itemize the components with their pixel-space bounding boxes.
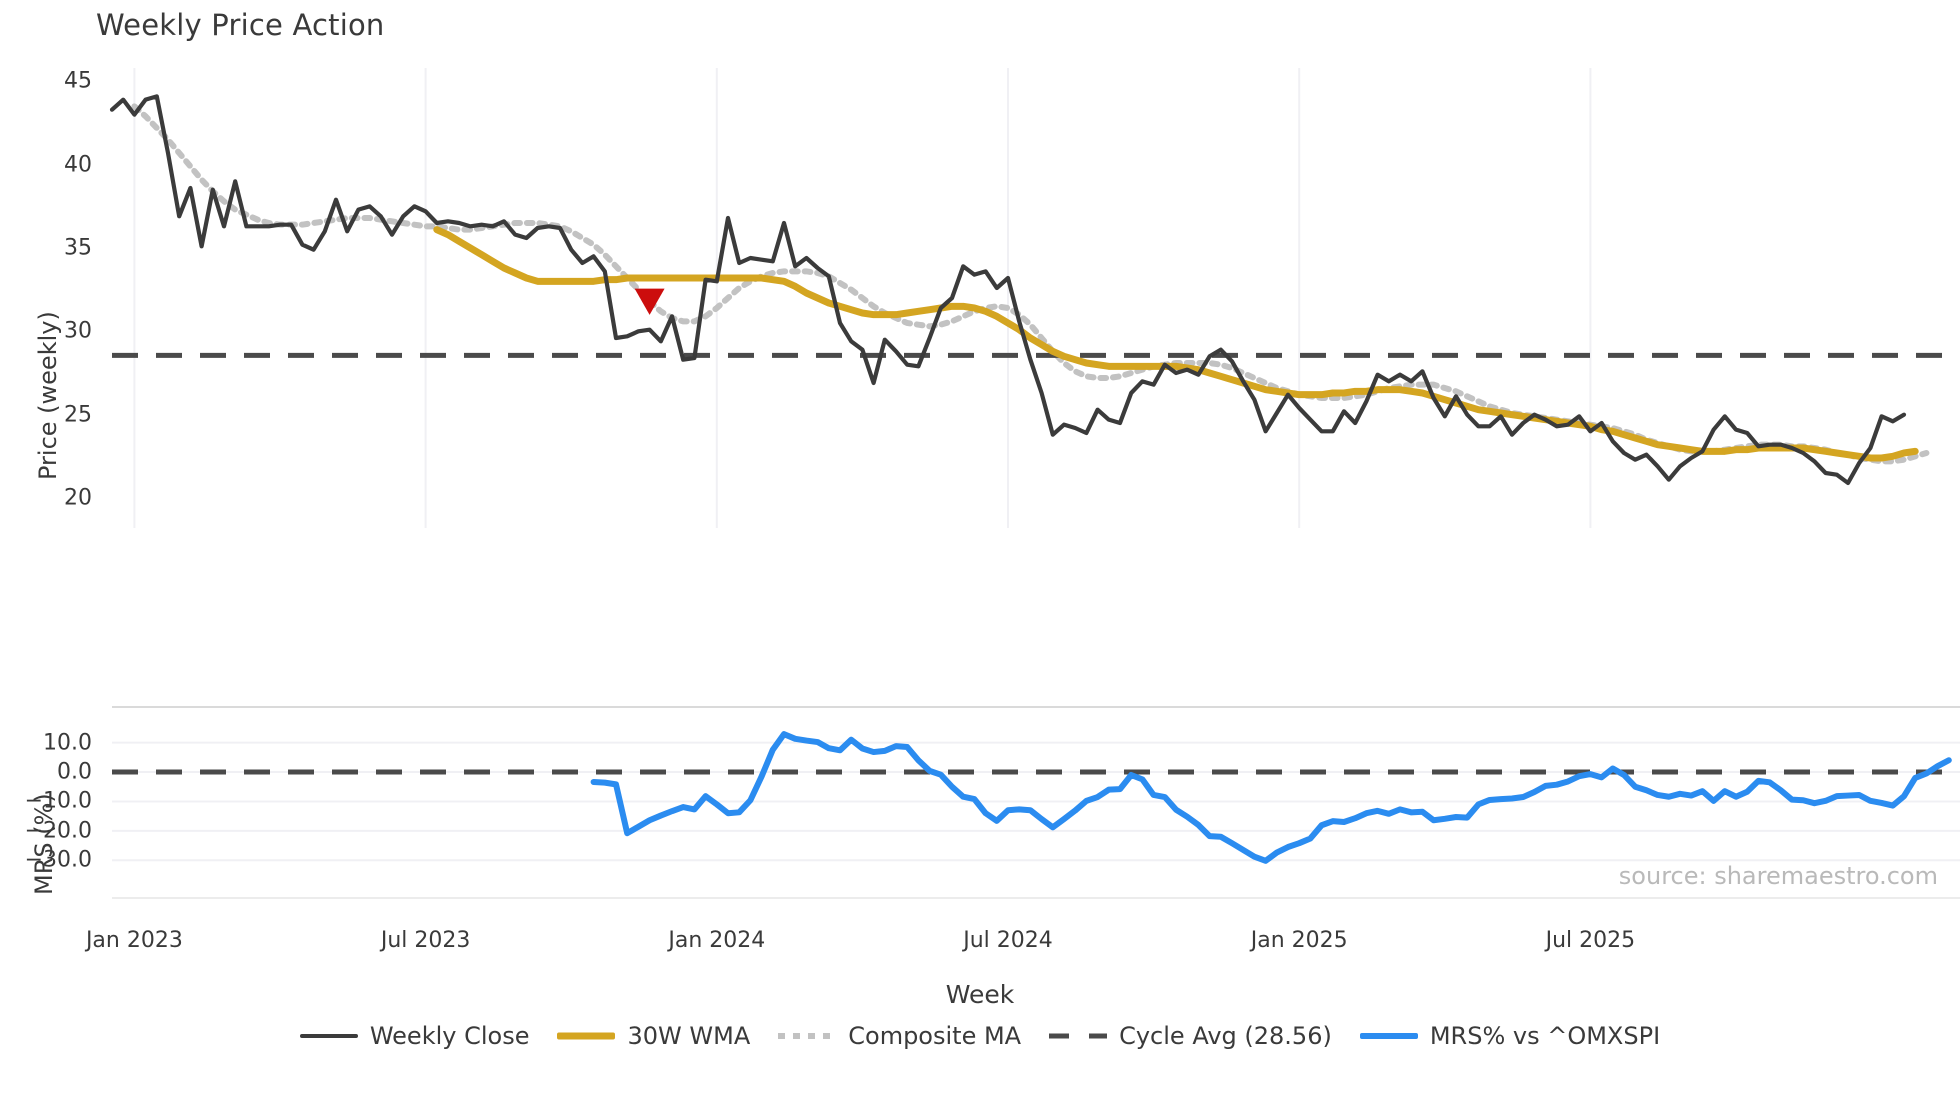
- price-y-tick: 45: [64, 68, 92, 94]
- x-axis-label: Week: [945, 980, 1015, 1009]
- legend-label: Weekly Close: [369, 1022, 530, 1050]
- series-mrs: [590, 731, 1952, 864]
- x-tick: Jul 2023: [380, 928, 471, 953]
- legend-label: 30W WMA: [627, 1022, 751, 1050]
- x-tick: Jul 2024: [963, 928, 1053, 953]
- legend-swatch-3: [778, 1026, 837, 1046]
- mrs-y-tick: 0.0: [57, 759, 92, 785]
- price-y-tick: 30: [64, 318, 92, 344]
- mrs-y-tick: −10.0: [24, 788, 92, 814]
- price-y-tick: 25: [64, 402, 92, 428]
- series-weekly-close: [109, 94, 1907, 486]
- legend-item[interactable]: Weekly Close: [299, 1022, 530, 1050]
- legend-item[interactable]: Cycle Avg (28.56): [1049, 1022, 1332, 1050]
- legend-label: Composite MA: [848, 1022, 1022, 1050]
- price-y-tick: 40: [64, 152, 92, 178]
- series-composite-ma: [131, 103, 1930, 465]
- legend-item[interactable]: 30W WMA: [557, 1022, 750, 1050]
- page-title: Weekly Price Action: [96, 8, 385, 42]
- legend-swatch-4: [1049, 1026, 1108, 1046]
- legend-label: Cycle Avg (28.56): [1119, 1022, 1332, 1050]
- sell-signal-marker: [634, 288, 665, 315]
- legend-item[interactable]: MRS% vs ^OMXSPI: [1359, 1022, 1661, 1050]
- mrs-y-tick: −30.0: [24, 847, 92, 873]
- x-tick: Jan 2025: [1250, 928, 1348, 953]
- price-y-tick: 20: [64, 485, 92, 511]
- legend-swatch-1: [299, 1026, 358, 1046]
- x-tick: Jul 2025: [1545, 928, 1636, 953]
- x-tick: Jan 2024: [668, 928, 766, 953]
- series-30w-wma: [433, 226, 1919, 462]
- legend-item[interactable]: Composite MA: [778, 1022, 1021, 1050]
- chart-legend: Weekly Close 30W WMA Composite MA Cycle Avg…: [0, 1022, 1960, 1050]
- legend-label: MRS% vs ^OMXSPI: [1429, 1022, 1661, 1050]
- legend-swatch-2: [557, 1026, 616, 1046]
- legend-swatch-5: [1359, 1026, 1418, 1046]
- source-watermark: source: sharemaestro.com: [1618, 862, 1938, 890]
- mrs-y-tick: 10.0: [43, 730, 92, 756]
- mrs-y-tick: −20.0: [24, 818, 92, 844]
- x-tick: Jan 2023: [85, 928, 183, 953]
- price-y-tick: 35: [64, 235, 92, 261]
